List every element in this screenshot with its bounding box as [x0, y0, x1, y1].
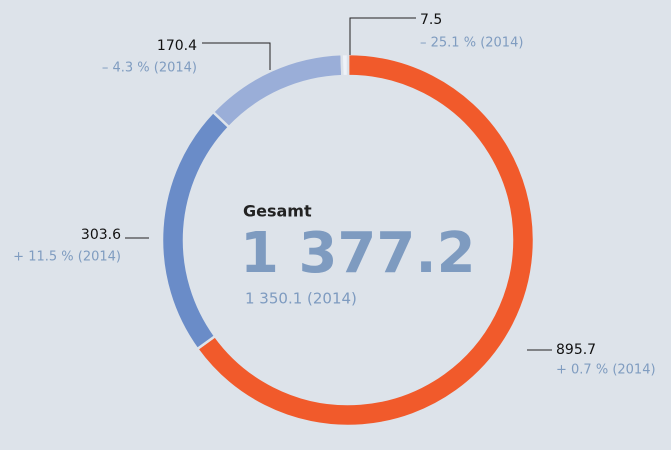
leader-line: [202, 42, 271, 70]
previous-total-label: 1 350.1 (2014): [245, 290, 357, 308]
value-label: 895.7: [556, 342, 596, 358]
leader-line: [349, 17, 416, 55]
change-label: – 4.3 % (2014): [102, 61, 197, 76]
value-label: 303.6: [81, 227, 121, 243]
value-label: 170.4: [157, 38, 197, 54]
value-label: 7.5: [420, 12, 442, 28]
total-label: 1 377.2: [240, 221, 476, 286]
donut-segment: [340, 52, 350, 78]
center-title: Gesamt: [243, 202, 312, 221]
change-label: + 0.7 % (2014): [556, 363, 656, 378]
change-label: – 25.1 % (2014): [420, 36, 523, 51]
change-label: + 11.5 % (2014): [13, 250, 121, 265]
